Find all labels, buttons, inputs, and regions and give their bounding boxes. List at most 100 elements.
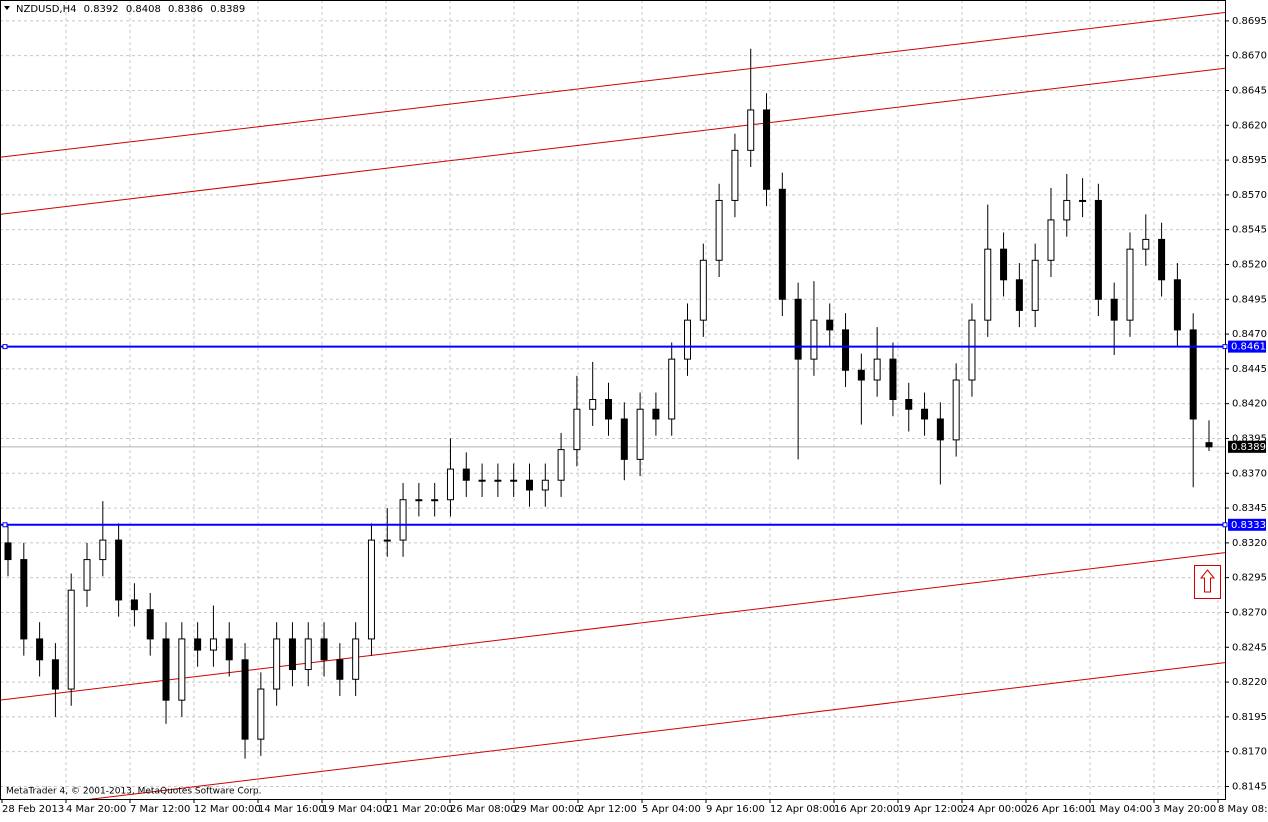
candle-body: [1142, 238, 1150, 250]
candle-body: [1173, 279, 1181, 331]
candle-body: [146, 609, 154, 640]
candle-body: [873, 358, 881, 381]
candle-body: [130, 599, 138, 611]
y-tick-label: 0.8320: [1232, 538, 1267, 549]
x-tick-label: 29 Mar 00:00: [514, 804, 581, 815]
candle-body: [209, 638, 217, 651]
copyright: MetaTrader 4, © 2001-2013, MetaQuotes So…: [6, 787, 262, 797]
candle-body: [67, 589, 75, 690]
y-tick-label: 0.8695: [1232, 16, 1267, 27]
y-tick-label: 0.8620: [1232, 120, 1267, 131]
trendline: [1, 12, 1225, 158]
buy-arrow-icon[interactable]: [1194, 565, 1221, 599]
candle-body: [1189, 329, 1197, 420]
candle-body: [668, 358, 676, 420]
y-tick-label: 0.8545: [1232, 225, 1267, 236]
x-tick-label: 9 Apr 16:00: [706, 804, 765, 815]
candle-body: [905, 399, 913, 410]
x-tick-label: 3 May 20:00: [1154, 804, 1216, 815]
candle-body: [1158, 238, 1166, 281]
candle-body: [620, 418, 628, 460]
candle-body: [826, 319, 834, 331]
candle-body: [336, 659, 344, 680]
candle-body: [1063, 199, 1071, 221]
open-value: 0.8392: [84, 4, 119, 15]
x-tick-label: 1 May 04:00: [1090, 804, 1152, 815]
candle-body: [383, 539, 391, 542]
candle-body: [1031, 259, 1039, 311]
candle-body: [36, 638, 44, 661]
symbol: NZDUSD,H4: [16, 4, 76, 15]
candle-body: [462, 468, 470, 481]
x-tick-label: 19 Apr 12:00: [898, 804, 963, 815]
candle-body: [241, 659, 249, 740]
candle-body: [589, 399, 597, 410]
menu-arrow[interactable]: [4, 6, 10, 10]
y-tick-label: 0.8370: [1232, 468, 1267, 479]
candle-body: [921, 408, 929, 420]
y-tick-label: 0.8395: [1232, 433, 1267, 444]
candle-body: [936, 418, 944, 441]
y-tick-label: 0.8145: [1232, 781, 1267, 792]
y-tick-label: 0.8495: [1232, 294, 1267, 305]
candle-body: [178, 638, 186, 701]
x-tick-label: 26 Apr 16:00: [1026, 804, 1091, 815]
candle-body: [1015, 279, 1023, 311]
candle-body: [194, 638, 202, 651]
grid: [0, 0, 1225, 799]
candle-body: [478, 479, 486, 482]
candle-body: [446, 468, 454, 501]
candle-body: [1047, 219, 1055, 261]
candle-body: [115, 539, 123, 601]
level-label: 0.8333: [1231, 520, 1266, 531]
price-label-box: [1228, 440, 1266, 453]
price-label: 0.8389: [1231, 442, 1266, 453]
candle-body: [1205, 442, 1213, 448]
x-tick-label: 21 Mar 20:00: [386, 804, 453, 815]
candle-body: [763, 109, 771, 190]
candle-body: [1094, 199, 1102, 300]
candle-body: [794, 298, 802, 360]
candle-body: [857, 369, 865, 381]
x-tick-label: 16 Apr 20:00: [834, 804, 899, 815]
y-tick-label: 0.8520: [1232, 259, 1267, 270]
candle-body: [952, 379, 960, 441]
candle-body: [541, 479, 549, 491]
x-tick-label: 12 Mar 00:00: [194, 804, 261, 815]
candle-body: [747, 109, 755, 151]
candle-body: [225, 638, 233, 661]
x-tick-label: 28 Feb 2013: [2, 804, 64, 815]
candle-body: [510, 479, 518, 482]
level-label-box: [1228, 518, 1266, 531]
y-tick-label: 0.8570: [1232, 190, 1267, 201]
y-tick-label: 0.8470: [1232, 329, 1267, 340]
candle-body: [684, 319, 692, 360]
candle-body: [431, 499, 439, 502]
candle-body: [699, 259, 707, 321]
candle-body: [162, 638, 170, 701]
candle-body: [257, 688, 265, 740]
candle-body: [399, 499, 407, 541]
candle-body: [1079, 199, 1087, 202]
trendline: [1, 552, 1225, 701]
x-tick-label: 26 Mar 08:00: [450, 804, 517, 815]
y-tick-label: 0.8345: [1232, 503, 1267, 514]
candle-body: [99, 539, 107, 561]
candle-body: [83, 559, 91, 591]
candle-body: [778, 188, 786, 300]
plot-frame: [0, 0, 1226, 800]
candle-body: [731, 149, 739, 201]
x-tick-label: 24 Apr 00:00: [962, 804, 1027, 815]
candle-body: [984, 248, 992, 321]
y-tick-label: 0.8295: [1232, 573, 1267, 584]
x-tick-label: 19 Mar 04:00: [322, 804, 389, 815]
y-tick-label: 0.8645: [1232, 85, 1267, 96]
x-tick-label: 5 Apr 04:00: [642, 804, 701, 815]
candle-body: [715, 199, 723, 261]
level-handle: [1222, 344, 1228, 350]
candle-body: [1110, 298, 1118, 321]
y-tick-label: 0.8420: [1232, 399, 1267, 410]
